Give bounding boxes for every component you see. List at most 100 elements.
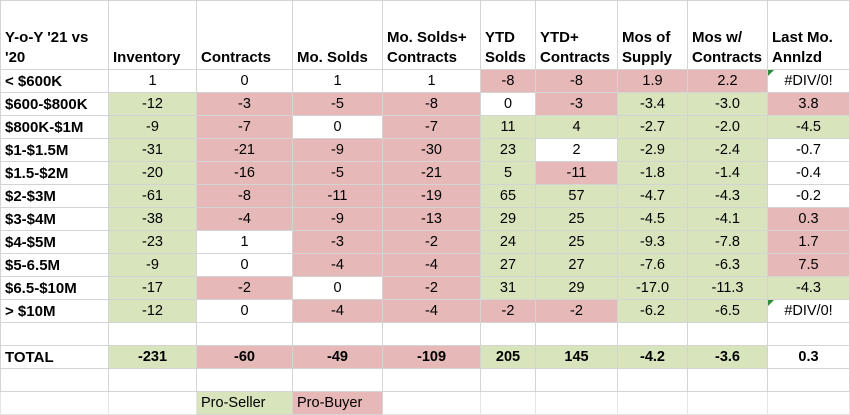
data-cell[interactable]: -4.3 — [687, 184, 768, 208]
data-cell[interactable]: -61 — [108, 184, 197, 208]
data-cell[interactable]: 2.2 — [687, 69, 768, 93]
data-cell[interactable]: -5 — [292, 92, 383, 116]
row-label[interactable]: $800K-$1M — [0, 115, 109, 139]
legend-pro-buyer[interactable]: Pro-Buyer — [292, 391, 383, 415]
data-cell[interactable]: -7.8 — [687, 230, 768, 254]
data-cell[interactable]: -0.4 — [767, 161, 850, 185]
data-cell[interactable]: -4.5 — [617, 207, 688, 231]
data-cell[interactable]: -8 — [382, 92, 481, 116]
row-label[interactable]: > $10M — [0, 299, 109, 323]
data-cell[interactable]: 3.8 — [767, 92, 850, 116]
data-cell[interactable]: -8 — [196, 184, 293, 208]
total-cell[interactable]: 205 — [480, 345, 536, 369]
total-cell[interactable]: 0.3 — [767, 345, 850, 369]
data-cell[interactable]: -9.3 — [617, 230, 688, 254]
data-cell[interactable]: 5 — [480, 161, 536, 185]
empty-cell[interactable] — [292, 368, 383, 392]
data-cell[interactable]: -30 — [382, 138, 481, 162]
data-cell[interactable]: -12 — [108, 299, 197, 323]
column-header[interactable]: Inventory — [108, 0, 197, 70]
empty-cell[interactable] — [108, 391, 197, 415]
data-cell[interactable]: -11.3 — [687, 276, 768, 300]
data-cell[interactable]: -20 — [108, 161, 197, 185]
column-header[interactable]: Last Mo. Annlzd — [767, 0, 850, 70]
total-label[interactable]: TOTAL — [0, 345, 109, 369]
data-cell[interactable]: -2 — [196, 276, 293, 300]
data-cell[interactable]: -4.1 — [687, 207, 768, 231]
empty-cell[interactable] — [535, 368, 618, 392]
empty-cell[interactable] — [687, 368, 768, 392]
data-cell[interactable]: -7.6 — [617, 253, 688, 277]
data-cell[interactable]: 25 — [535, 207, 618, 231]
row-label[interactable]: $2-$3M — [0, 184, 109, 208]
data-cell[interactable]: -1.8 — [617, 161, 688, 185]
data-cell[interactable]: 27 — [480, 253, 536, 277]
data-cell[interactable]: -5 — [292, 161, 383, 185]
data-cell[interactable]: -9 — [292, 207, 383, 231]
data-cell[interactable]: -1.4 — [687, 161, 768, 185]
data-cell[interactable]: -21 — [196, 138, 293, 162]
data-cell[interactable]: 2 — [535, 138, 618, 162]
column-header[interactable]: Mos w/ Contracts — [687, 0, 768, 70]
data-cell[interactable]: -0.2 — [767, 184, 850, 208]
data-cell[interactable]: -4.5 — [767, 115, 850, 139]
data-cell[interactable]: 4 — [535, 115, 618, 139]
empty-cell[interactable] — [767, 391, 850, 415]
empty-cell[interactable] — [617, 322, 688, 346]
data-cell[interactable]: -3 — [292, 230, 383, 254]
row-label[interactable]: $600-$800K — [0, 92, 109, 116]
empty-cell[interactable] — [0, 368, 109, 392]
data-cell[interactable]: 1.9 — [617, 69, 688, 93]
data-cell[interactable]: 0 — [196, 69, 293, 93]
empty-cell[interactable] — [767, 368, 850, 392]
empty-cell[interactable] — [196, 368, 293, 392]
column-header[interactable]: YTD Solds — [480, 0, 536, 70]
data-cell[interactable]: 1 — [382, 69, 481, 93]
data-cell[interactable]: 1.7 — [767, 230, 850, 254]
data-cell[interactable]: 0.3 — [767, 207, 850, 231]
data-cell[interactable]: -4 — [382, 299, 481, 323]
row-label[interactable]: $4-$5M — [0, 230, 109, 254]
row-label[interactable]: $5-6.5M — [0, 253, 109, 277]
data-cell[interactable]: 57 — [535, 184, 618, 208]
data-cell[interactable]: -4.7 — [617, 184, 688, 208]
empty-cell[interactable] — [0, 391, 109, 415]
row-label[interactable]: $3-$4M — [0, 207, 109, 231]
data-cell[interactable]: -17 — [108, 276, 197, 300]
data-cell[interactable]: -2.9 — [617, 138, 688, 162]
empty-cell[interactable] — [617, 368, 688, 392]
empty-cell[interactable] — [196, 322, 293, 346]
data-cell[interactable]: 0 — [196, 299, 293, 323]
data-cell[interactable]: -3.0 — [687, 92, 768, 116]
column-header[interactable]: Mos of Supply — [617, 0, 688, 70]
empty-cell[interactable] — [108, 368, 197, 392]
data-cell[interactable]: -19 — [382, 184, 481, 208]
empty-cell[interactable] — [0, 322, 109, 346]
total-cell[interactable]: -231 — [108, 345, 197, 369]
data-cell[interactable]: -8 — [480, 69, 536, 93]
data-cell[interactable]: -21 — [382, 161, 481, 185]
data-cell[interactable]: -2 — [382, 276, 481, 300]
data-cell[interactable]: -6.2 — [617, 299, 688, 323]
data-cell[interactable]: -13 — [382, 207, 481, 231]
data-cell[interactable]: #DIV/0! — [767, 69, 850, 93]
empty-cell[interactable] — [480, 322, 536, 346]
data-cell[interactable]: -3 — [196, 92, 293, 116]
data-cell[interactable]: 24 — [480, 230, 536, 254]
data-cell[interactable]: 1 — [292, 69, 383, 93]
data-cell[interactable]: -4.3 — [767, 276, 850, 300]
data-cell[interactable]: -38 — [108, 207, 197, 231]
total-cell[interactable]: -109 — [382, 345, 481, 369]
data-cell[interactable]: #DIV/0! — [767, 299, 850, 323]
data-cell[interactable]: -0.7 — [767, 138, 850, 162]
data-cell[interactable]: -2 — [382, 230, 481, 254]
data-cell[interactable]: -9 — [108, 115, 197, 139]
data-cell[interactable]: 27 — [535, 253, 618, 277]
data-cell[interactable]: 23 — [480, 138, 536, 162]
data-cell[interactable]: 0 — [292, 276, 383, 300]
data-cell[interactable]: -11 — [292, 184, 383, 208]
data-cell[interactable]: -4 — [382, 253, 481, 277]
empty-cell[interactable] — [535, 391, 618, 415]
total-cell[interactable]: -4.2 — [617, 345, 688, 369]
column-header[interactable]: Mo. Solds+ Contracts — [382, 0, 481, 70]
